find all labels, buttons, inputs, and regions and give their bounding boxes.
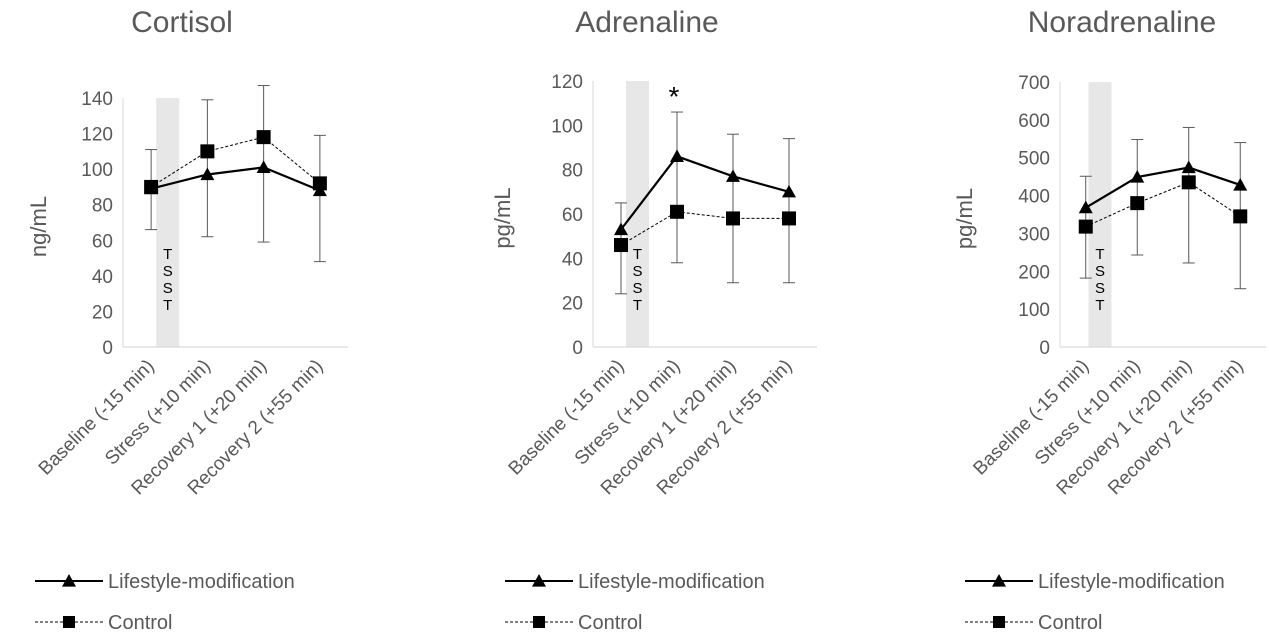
chart-title: Cortisol xyxy=(131,6,233,39)
y-tick-label: 60 xyxy=(562,205,583,226)
y-tick-label: 100 xyxy=(81,160,113,181)
legend-label-lifestyle-modification: Lifestyle-modification xyxy=(578,571,765,593)
series-line-lifestyle-modification xyxy=(150,166,321,192)
stress-band-letter: T xyxy=(1095,246,1104,263)
legend-marker-control xyxy=(63,616,75,628)
y-tick-label: 0 xyxy=(572,338,583,359)
y-tick-label: 300 xyxy=(1018,224,1050,245)
legend-marker-lifestyle-modification xyxy=(992,574,1006,587)
stress-band-letter: S xyxy=(632,280,642,297)
significance-annotation: * xyxy=(669,81,680,112)
y-tick-label: 60 xyxy=(92,231,113,252)
y-tick-label: 600 xyxy=(1018,111,1050,132)
y-tick-label: 40 xyxy=(92,267,113,288)
data-point-control xyxy=(782,211,796,226)
data-point-lifestyle-modification xyxy=(614,222,628,236)
y-tick-label: 140 xyxy=(81,89,113,110)
stress-band-letter: S xyxy=(1095,263,1105,280)
y-tick-label: 20 xyxy=(562,294,583,315)
y-tick-label: 120 xyxy=(551,72,583,93)
stress-band xyxy=(626,81,649,347)
stress-band-letter: S xyxy=(632,263,642,280)
y-tick-label: 200 xyxy=(1018,262,1050,283)
series-line-lifestyle-modification xyxy=(1085,166,1241,209)
series-line-control xyxy=(150,136,321,188)
data-point-control xyxy=(726,211,740,226)
y-tick-label: 0 xyxy=(1039,338,1050,359)
data-point-lifestyle-modification xyxy=(670,149,684,162)
stress-band-letter: T xyxy=(633,246,642,263)
legend-label-control: Control xyxy=(578,612,642,634)
chart-panel-cortisol: CortisolTSST020406080100120140ng/mLBasel… xyxy=(26,6,348,634)
y-tick-label: 80 xyxy=(562,161,583,182)
data-point-lifestyle-modification xyxy=(726,169,740,182)
stress-band-letter: T xyxy=(163,246,172,263)
x-tick-label: Stress (+10 min) xyxy=(101,356,215,470)
stress-band-letter: S xyxy=(163,263,173,280)
legend-marker-control xyxy=(993,616,1005,628)
data-point-lifestyle-modification xyxy=(1233,177,1248,191)
chart-title: Noradrenaline xyxy=(1028,6,1216,39)
y-tick-label: 80 xyxy=(92,196,113,217)
legend-marker-lifestyle-modification xyxy=(62,574,76,587)
y-tick-label: 500 xyxy=(1018,149,1050,170)
y-axis-title: ng/mL xyxy=(26,196,51,257)
stress-band-letter: S xyxy=(1095,280,1105,297)
data-point-lifestyle-modification xyxy=(200,167,215,181)
data-point-control xyxy=(312,176,327,191)
legend-label-control: Control xyxy=(1038,612,1102,634)
data-point-lifestyle-modification xyxy=(1181,160,1196,174)
y-tick-label: 120 xyxy=(81,125,113,146)
y-tick-label: 400 xyxy=(1018,187,1050,208)
stress-band xyxy=(1088,82,1112,347)
stress-band-letter: S xyxy=(163,280,173,297)
y-axis-title: pg/mL xyxy=(490,187,515,248)
data-point-control xyxy=(1233,209,1248,224)
y-tick-label: 20 xyxy=(92,302,113,323)
legend-label-lifestyle-modification: Lifestyle-modification xyxy=(1038,571,1225,593)
stress-band-letter: T xyxy=(1095,297,1104,314)
data-point-lifestyle-modification xyxy=(312,183,327,197)
y-tick-label: 40 xyxy=(562,249,583,270)
data-point-control xyxy=(1181,175,1196,190)
chart-panel-adrenaline: AdrenalineTSST020406080100120pg/mLBaseli… xyxy=(490,6,817,634)
data-point-control xyxy=(1130,196,1145,211)
stress-band xyxy=(156,98,180,347)
stress-band-letter: T xyxy=(163,297,172,314)
data-point-lifestyle-modification xyxy=(782,184,796,198)
y-tick-label: 100 xyxy=(1018,300,1050,321)
data-point-lifestyle-modification xyxy=(256,160,271,173)
data-point-lifestyle-modification xyxy=(1130,170,1145,183)
y-axis-title: pg/mL xyxy=(952,188,977,249)
data-point-control xyxy=(670,204,684,219)
data-point-control xyxy=(614,238,628,253)
legend-marker-control xyxy=(533,616,545,628)
chart-title: Adrenaline xyxy=(575,6,718,39)
stress-band-letter: T xyxy=(633,297,642,314)
data-point-lifestyle-modification xyxy=(144,181,159,195)
series-line-control xyxy=(620,211,789,246)
data-point-control xyxy=(1078,219,1093,234)
data-point-control xyxy=(200,144,215,159)
legend-label-lifestyle-modification: Lifestyle-modification xyxy=(108,571,295,593)
y-tick-label: 0 xyxy=(102,338,113,359)
legend-marker-lifestyle-modification xyxy=(532,574,546,587)
y-tick-label: 700 xyxy=(1018,73,1050,94)
legend-label-control: Control xyxy=(108,612,172,634)
data-point-lifestyle-modification xyxy=(1078,200,1093,214)
data-point-control xyxy=(256,130,271,145)
y-tick-label: 100 xyxy=(551,116,583,137)
series-line-lifestyle-modification xyxy=(620,155,790,231)
